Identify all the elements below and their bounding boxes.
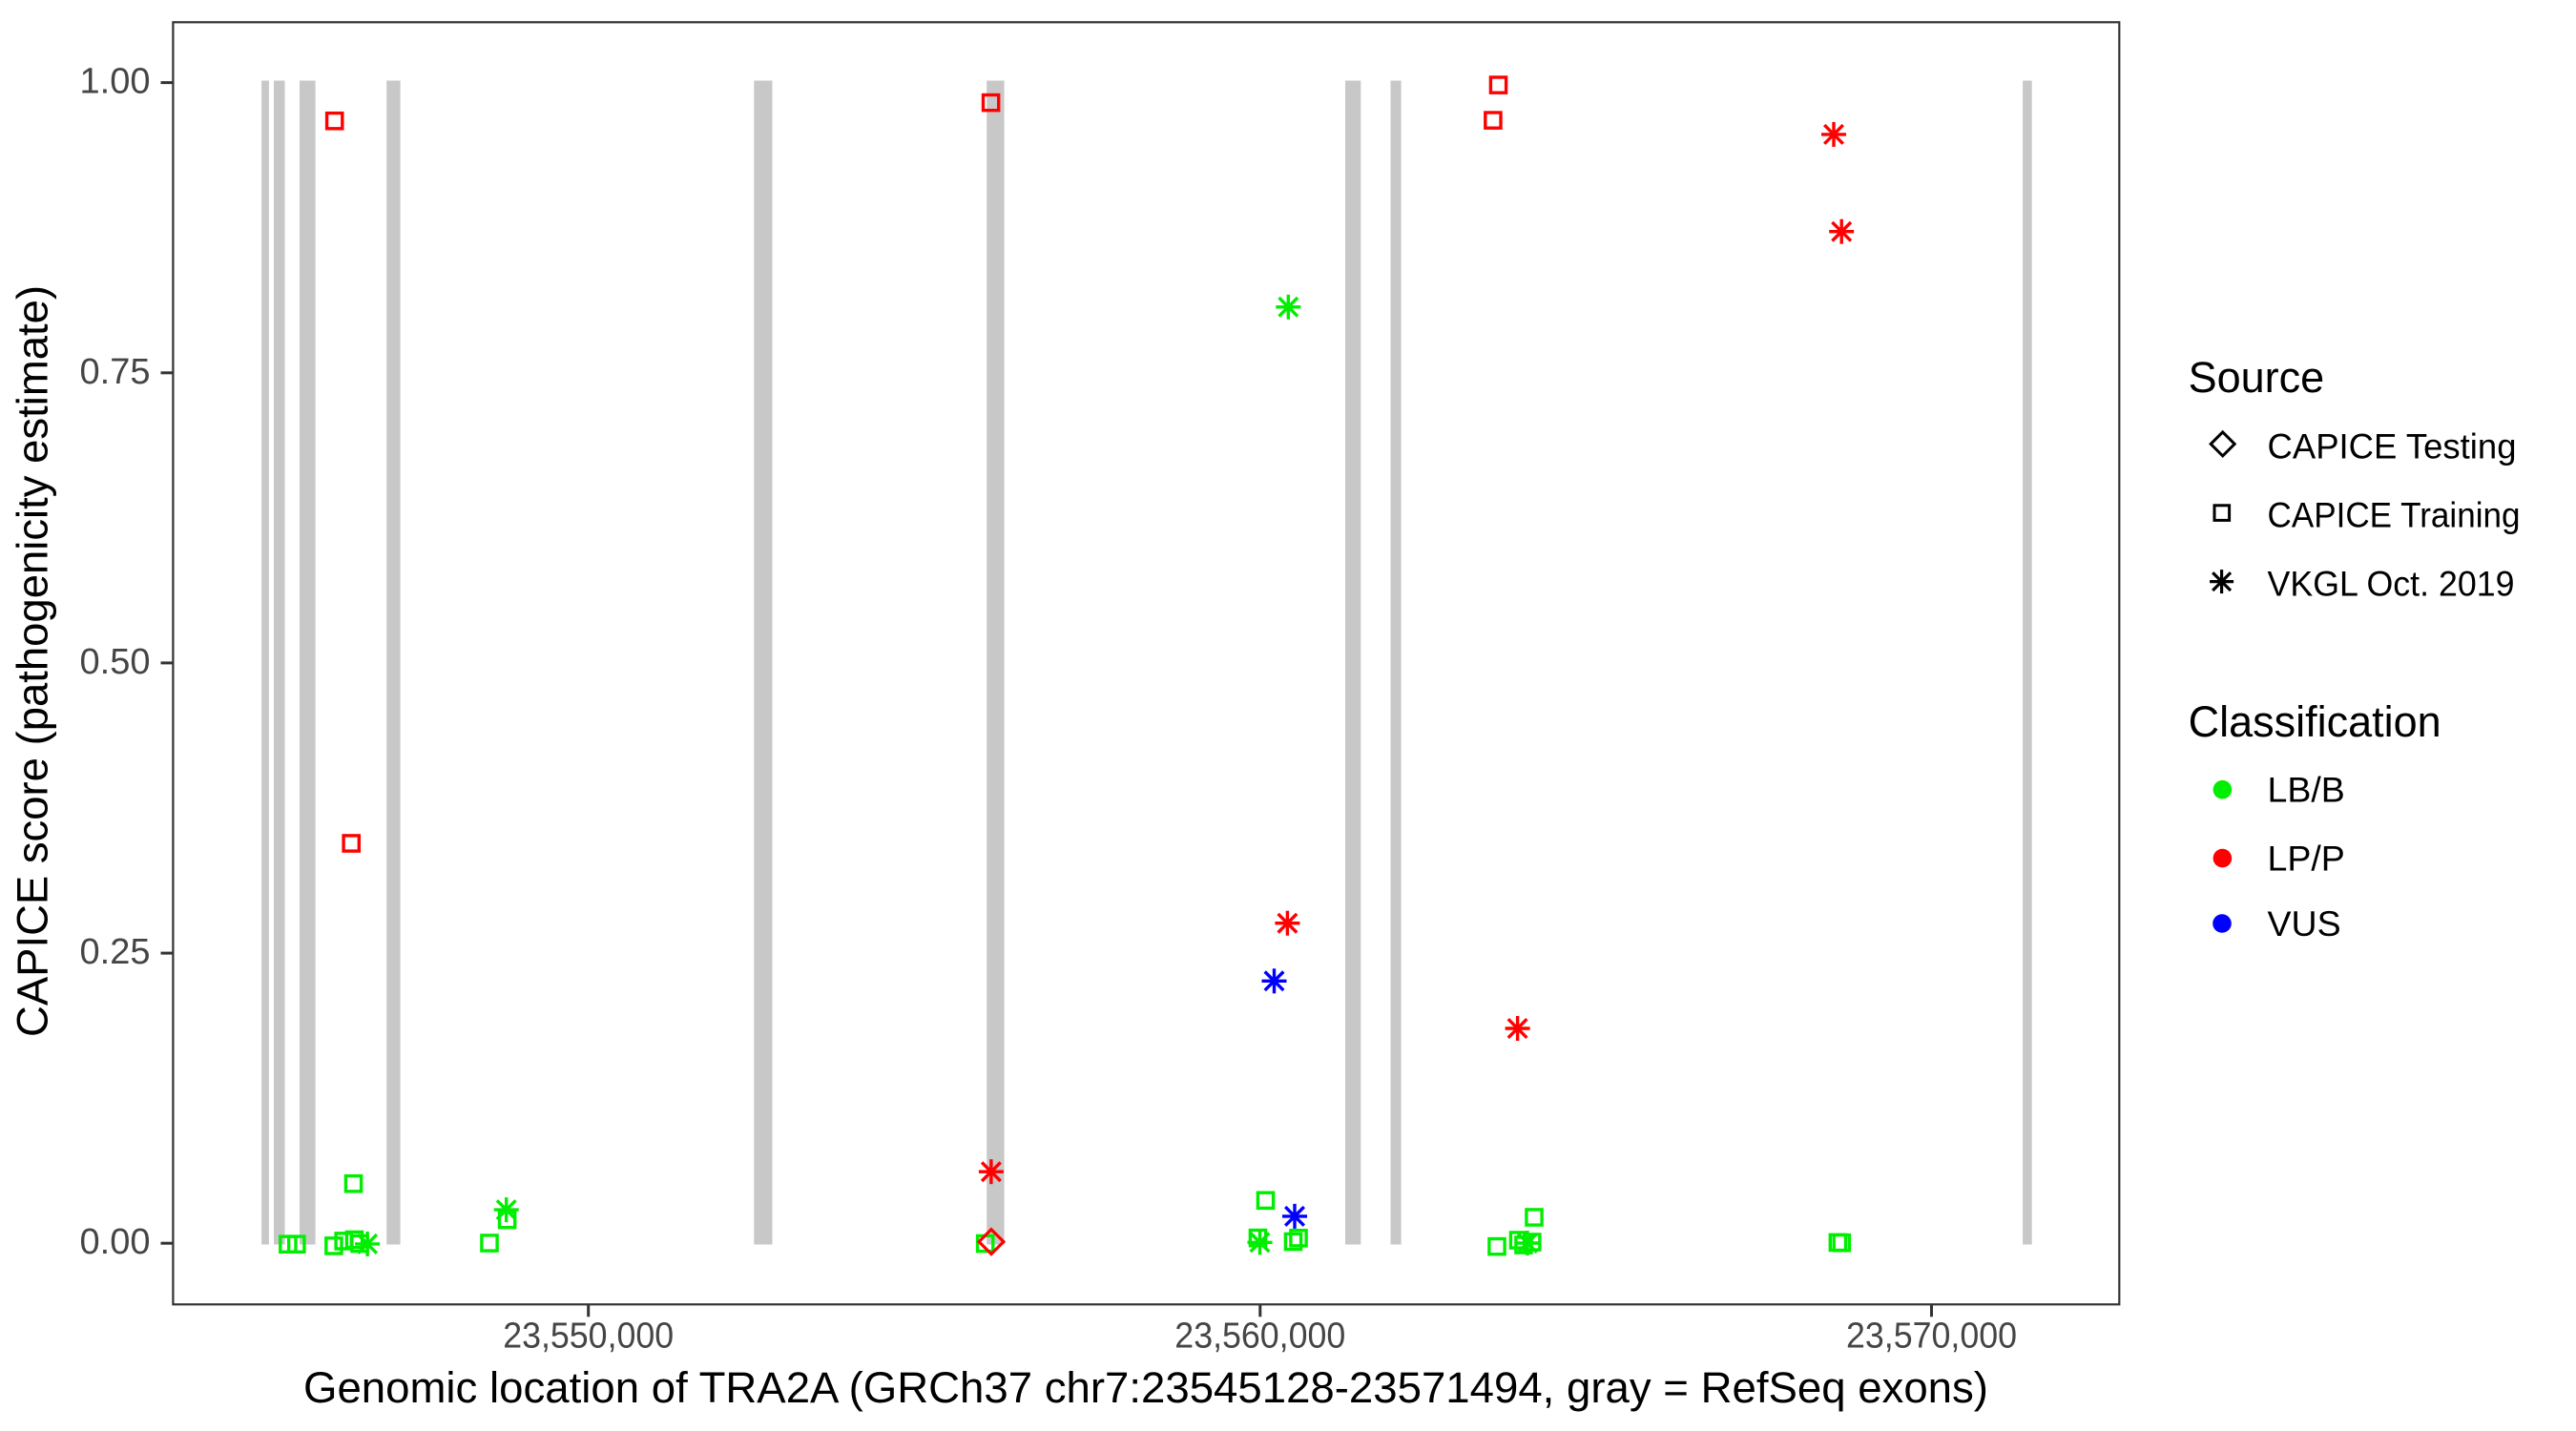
svg-text:VKGL Oct. 2019: VKGL Oct. 2019 [2268, 564, 2515, 604]
svg-text:0.75: 0.75 [80, 352, 151, 392]
svg-text:Source: Source [2189, 353, 2325, 402]
svg-text:23,550,000: 23,550,000 [503, 1317, 674, 1357]
svg-text:Genomic location of TRA2A (GRC: Genomic location of TRA2A (GRCh37 chr7:2… [303, 1363, 1988, 1412]
svg-text:23,570,000: 23,570,000 [1846, 1317, 2017, 1357]
svg-text:CAPICE score (pathogenicity es: CAPICE score (pathogenicity estimate) [9, 285, 57, 1037]
svg-text:0.25: 0.25 [80, 932, 151, 972]
svg-text:Classification: Classification [2189, 697, 2441, 746]
svg-text:LB/B: LB/B [2268, 770, 2345, 810]
svg-text:VUS: VUS [2268, 903, 2341, 944]
svg-text:LP/P: LP/P [2268, 839, 2345, 879]
svg-text:CAPICE Testing: CAPICE Testing [2268, 425, 2517, 466]
svg-text:0.00: 0.00 [80, 1222, 151, 1262]
svg-text:0.50: 0.50 [80, 642, 151, 682]
svg-text:23,560,000: 23,560,000 [1174, 1317, 1345, 1357]
svg-text:1.00: 1.00 [80, 62, 151, 102]
svg-text:CAPICE Training: CAPICE Training [2268, 495, 2521, 535]
